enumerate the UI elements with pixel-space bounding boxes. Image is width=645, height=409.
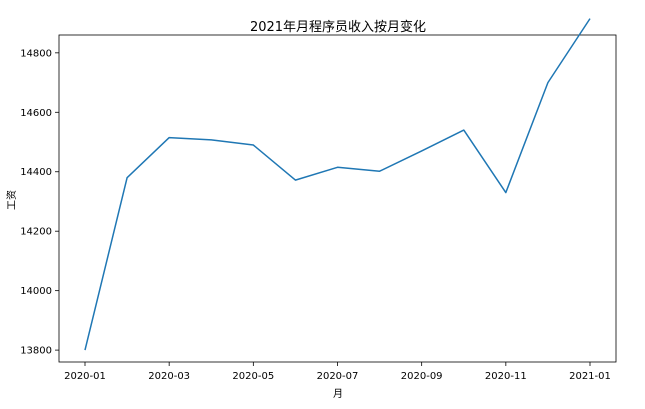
x-tick-label: 2020-09 <box>401 371 443 382</box>
y-axis: 13800 14000 14200 14400 14600 14800 <box>20 48 59 357</box>
x-tick-label: 2020-07 <box>317 371 359 382</box>
x-axis-label: 月 <box>333 388 343 400</box>
plot-frame <box>58 34 617 363</box>
plot-area <box>58 18 617 363</box>
series-line <box>84 18 591 351</box>
y-tick-label: 14400 <box>20 167 52 178</box>
y-tick-label: 14800 <box>20 48 52 59</box>
x-tick-label: 2020-01 <box>64 371 106 382</box>
y-tick-label: 14600 <box>20 108 52 119</box>
x-tick-label: 2020-03 <box>148 371 190 382</box>
x-axis: 2020-01 2020-03 2020-05 2020-07 2020-09 2020-… <box>64 362 611 382</box>
y-tick-label: 14200 <box>20 227 52 238</box>
x-tick-label: 2021-01 <box>569 371 611 382</box>
y-tick-label: 14000 <box>20 286 52 297</box>
x-tick-label: 2020-05 <box>232 371 274 382</box>
chart-title: 2021年月程序员收入按月变化 <box>250 19 426 35</box>
y-axis-label: 工资 <box>6 190 18 210</box>
y-tick-label: 13800 <box>20 346 52 357</box>
x-tick-label: 2020-11 <box>485 371 527 382</box>
